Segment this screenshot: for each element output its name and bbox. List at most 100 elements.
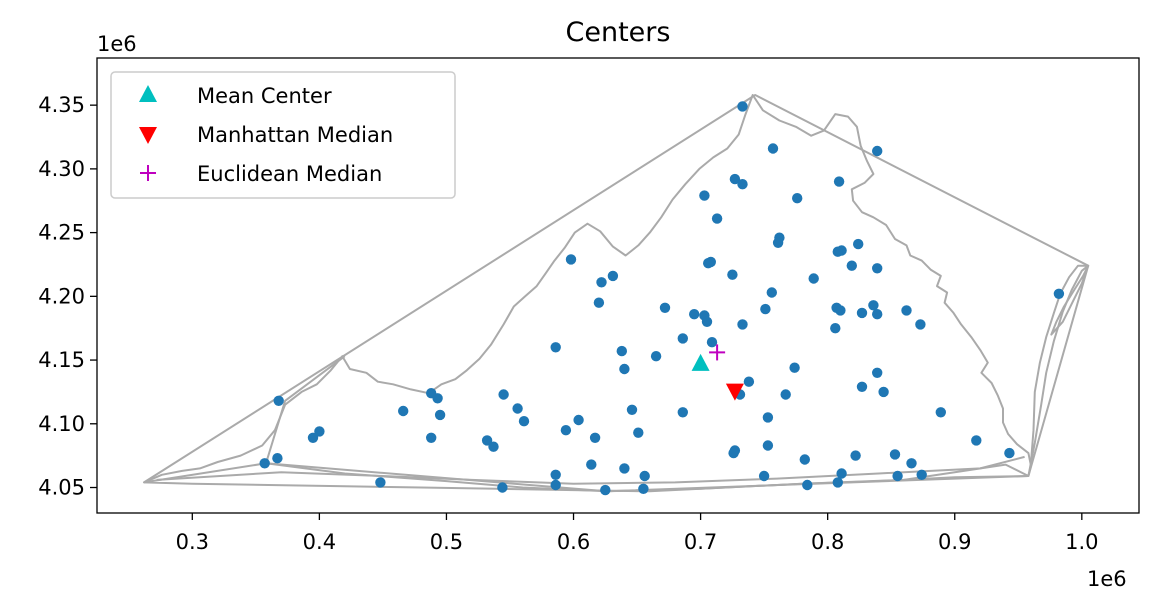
data-point-98	[638, 483, 649, 494]
data-point-6	[699, 190, 710, 201]
data-point-89	[916, 469, 927, 480]
data-point-79	[850, 450, 861, 461]
data-point-52	[780, 389, 791, 400]
x-offset-label: 1e6	[1087, 567, 1127, 591]
legend-marker-0	[139, 85, 157, 102]
data-point-39	[830, 323, 841, 334]
data-point-92	[758, 470, 770, 482]
x-tick-label-2: 0.5	[430, 530, 463, 554]
y-tick-label-4: 4.25	[38, 221, 85, 245]
data-point-68	[633, 427, 644, 438]
data-point-7	[792, 193, 803, 204]
data-point-83	[259, 458, 270, 469]
plot-content	[143, 94, 1090, 496]
data-point-11	[853, 238, 864, 250]
data-point-90	[892, 470, 903, 482]
x-tick-label-0: 0.3	[176, 530, 209, 554]
data-point-77	[1004, 447, 1015, 459]
data-point-14	[565, 254, 577, 265]
x-tick-label-1: 0.4	[303, 530, 336, 554]
data-point-29	[835, 305, 846, 316]
y-tick-label-6: 4.35	[38, 93, 85, 117]
data-point-96	[802, 479, 813, 491]
data-point-4	[737, 179, 748, 190]
data-point-73	[971, 435, 982, 446]
chart-title: Centers	[566, 17, 671, 48]
data-point-27	[659, 302, 671, 313]
y-tick-label-5: 4.30	[38, 157, 85, 181]
data-point-46	[789, 362, 800, 373]
data-point-55	[432, 393, 443, 404]
data-point-58	[626, 404, 638, 415]
data-point-20	[727, 269, 738, 280]
data-point-21	[596, 277, 607, 288]
data-point-49	[856, 381, 868, 392]
data-point-75	[762, 440, 774, 451]
data-point-99	[600, 484, 611, 496]
data-point-61	[935, 407, 946, 418]
data-point-16	[703, 258, 714, 269]
data-point-81	[272, 453, 283, 464]
legend: Mean Center Manhattan Median Euclidean Med…	[110, 71, 456, 199]
data-point-56	[273, 395, 284, 406]
data-point-5	[833, 176, 845, 187]
legend-box	[110, 71, 456, 199]
x-tick-label-6: 0.9	[938, 530, 971, 554]
data-point-2	[872, 145, 883, 157]
data-point-74	[488, 441, 499, 452]
data-point-48	[743, 376, 755, 387]
data-point-95	[550, 479, 561, 491]
data-point-8	[711, 213, 723, 224]
axes-frame	[96, 57, 1140, 514]
data-point-97	[497, 482, 508, 493]
data-point-59	[398, 405, 409, 417]
legend-marker-1	[139, 127, 157, 144]
data-point-85	[586, 459, 597, 470]
eastern-shore-boundary	[1027, 264, 1090, 477]
data-point-69	[307, 432, 319, 443]
data-point-62	[434, 409, 446, 421]
data-point-66	[560, 425, 572, 436]
data-point-36	[701, 316, 713, 327]
data-point-42	[550, 342, 561, 353]
data-point-72	[481, 435, 493, 446]
data-point-84	[906, 458, 917, 469]
data-point-80	[889, 449, 901, 460]
x-tick-label-7: 1.0	[1065, 530, 1098, 554]
southern-boundary-outer	[156, 455, 1025, 485]
data-point-86	[619, 463, 630, 474]
legend-label-0: Mean Center	[197, 84, 332, 108]
data-point-22	[808, 273, 819, 284]
data-point-23	[766, 287, 777, 298]
x-tick-label-4: 0.7	[684, 530, 717, 554]
data-point-26	[868, 300, 879, 311]
data-point-65	[518, 416, 530, 427]
data-point-63	[762, 412, 774, 423]
y-tick-label-1: 4.10	[38, 412, 85, 436]
data-point-37	[737, 319, 748, 330]
data-point-19	[607, 270, 619, 282]
data-point-93	[375, 477, 386, 488]
data-point-67	[314, 426, 325, 437]
data-point-43	[616, 345, 627, 357]
data-point-33	[872, 309, 883, 320]
data-point-78	[728, 447, 739, 459]
data-point-70	[426, 432, 437, 443]
data-point-50	[878, 386, 889, 398]
data-point-64	[573, 414, 584, 426]
hull-inner-edge	[265, 355, 346, 464]
center-marker-0	[691, 353, 710, 371]
data-point-87	[836, 468, 847, 479]
data-point-17	[846, 260, 857, 271]
data-point-3	[729, 173, 741, 185]
data-point-24	[1053, 288, 1065, 299]
data-point-71	[589, 432, 601, 443]
axis-ticks: 0.3 0.4 0.5 0.6 0.7 0.8 0.9 1.0 4.05 4.10 4.15 4.20…	[38, 93, 1098, 554]
center-marker-2	[709, 344, 726, 361]
x-tick-label-3: 0.6	[557, 530, 590, 554]
data-point-53	[498, 389, 509, 400]
y-tick-label-2: 4.15	[38, 348, 85, 372]
data-point-18	[872, 263, 883, 274]
data-point-44	[650, 351, 662, 362]
